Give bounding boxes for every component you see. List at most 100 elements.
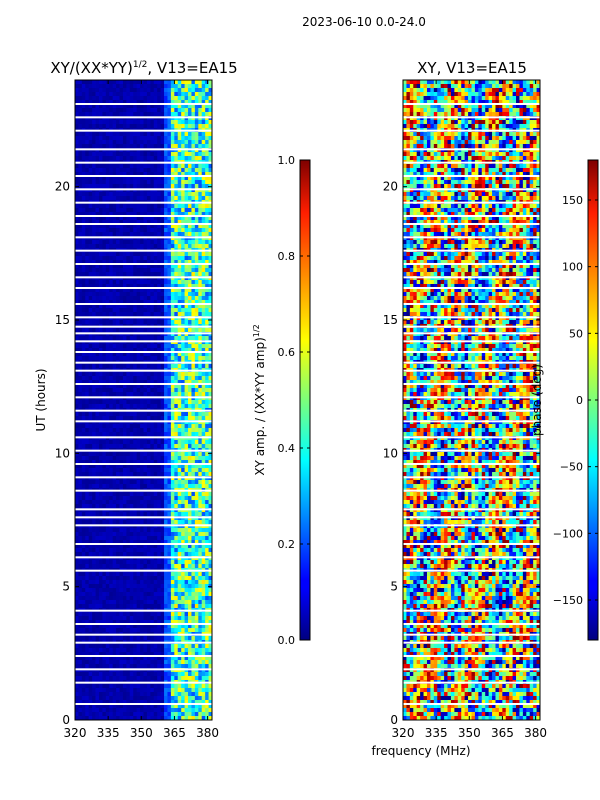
heatmap-cell [85,308,90,313]
heatmap-cell [92,252,96,257]
heatmap-cell [143,504,148,509]
heatmap-cell [188,172,192,177]
heatmap-cell [170,416,175,421]
heatmap-cell [188,184,192,189]
heatmap-cell [92,576,96,581]
heatmap-cell [194,364,199,369]
heatmap-cell [157,272,162,277]
heatmap-cell [201,140,206,145]
heatmap-cell [194,120,199,125]
heatmap-cell [129,344,134,349]
heatmap-cell [78,100,83,105]
heatmap-cell [150,168,155,173]
heatmap-cell [102,412,107,417]
heatmap-cell [126,292,131,297]
heatmap-cell [102,232,107,237]
heatmap-cell [95,520,100,525]
heatmap-cell [95,444,100,449]
heatmap-cell [181,184,185,189]
heatmap-cell [143,288,148,293]
heatmap-cell [129,512,134,517]
heatmap-cell [92,432,96,437]
heatmap-cell [205,364,209,369]
heatmap-cell [133,484,138,489]
heatmap-cell [150,372,155,377]
heatmap-cell [146,484,151,489]
heatmap-cell [164,92,168,97]
heatmap-cell [184,120,189,125]
heatmap-cell [150,504,155,509]
heatmap-cell [170,352,175,357]
heatmap-cell [194,196,199,201]
heatmap-cell [102,304,107,309]
heatmap-cell [208,80,212,85]
heatmap-cell [112,176,117,181]
heatmap-cell [98,232,103,237]
heatmap-cell [184,124,189,129]
heatmap-cell [188,480,192,485]
heatmap-cell [112,440,117,445]
heatmap-cell [205,520,209,525]
heatmap-cell [177,132,182,137]
heatmap-cell [119,228,124,233]
heatmap-cell [170,104,175,109]
heatmap-cell [160,252,165,257]
heatmap-cell [92,520,96,525]
heatmap-cell [198,404,203,409]
heatmap-cell [116,336,120,341]
heatmap-cell [88,164,93,169]
heatmap-cell [112,96,117,101]
heatmap-cell [81,308,86,313]
heatmap-cell [167,452,172,457]
heatmap-cell [205,220,209,225]
heatmap-cell [181,364,185,369]
heatmap-cell [160,352,165,357]
heatmap-cell [201,136,206,141]
heatmap-cell [150,480,155,485]
heatmap-cell [198,184,203,189]
heatmap-cell [136,220,141,225]
heatmap-cell [81,384,86,389]
heatmap-cell [129,260,134,265]
heatmap-cell [188,120,192,125]
heatmap-cell [177,572,182,577]
heatmap-cell [98,132,103,137]
heatmap-cell [191,424,196,429]
heatmap-cell [92,460,96,465]
heatmap-cell [85,364,90,369]
heatmap-cell [177,372,182,377]
heatmap-cell [105,460,110,465]
heatmap-cell [95,268,100,273]
heatmap-cell [129,140,134,145]
heatmap-cell [167,292,172,297]
heatmap-cell [208,520,212,525]
heatmap-cell [201,468,206,473]
heatmap-cell [174,444,179,449]
heatmap-cell [201,540,206,545]
heatmap-cell [143,480,148,485]
heatmap-cell [129,432,134,437]
heatmap-cell [81,232,86,237]
heatmap-cell [109,504,114,509]
heatmap-cell [140,520,144,525]
heatmap-cell [170,456,175,461]
heatmap-cell [126,300,131,305]
heatmap-cell [119,376,124,381]
heatmap-cell [98,156,103,161]
heatmap-cell [95,108,100,113]
heatmap-cell [116,412,120,417]
heatmap-cell [88,424,93,429]
heatmap-cell [194,244,199,249]
heatmap-cell [191,468,196,473]
heatmap-cell [181,356,185,361]
heatmap-cell [208,152,212,157]
heatmap-cell [146,224,151,229]
heatmap-cell [119,388,124,393]
heatmap-cell [81,456,86,461]
heatmap-cell [194,380,199,385]
heatmap-cell [191,500,196,505]
heatmap-cell [157,392,162,397]
heatmap-cell [194,548,199,553]
heatmap-cell [198,500,203,505]
heatmap-cell [102,308,107,313]
